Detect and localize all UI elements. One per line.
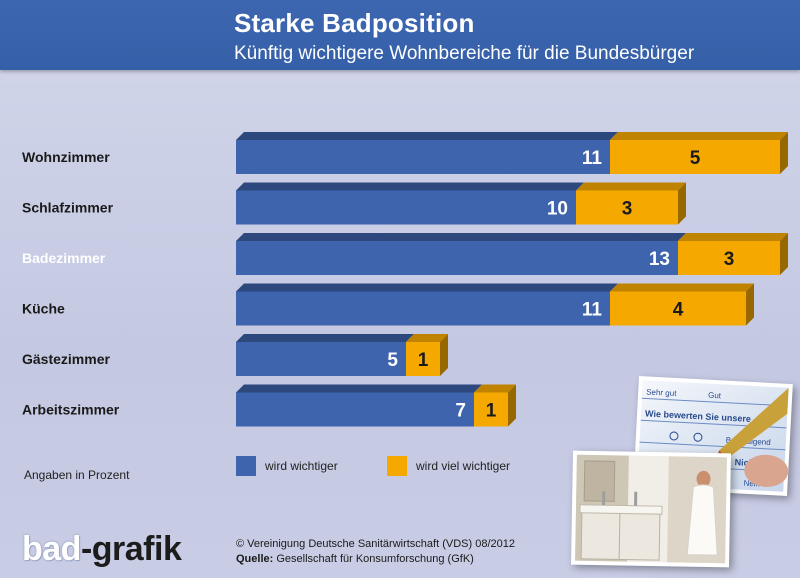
value-label-wird-viel-wichtiger: 1 — [418, 350, 429, 371]
bar-segment-wird-viel-wichtiger — [406, 342, 440, 376]
bar-segment-wird-viel-wichtiger — [474, 392, 508, 427]
bar-side-wird-viel-wichtiger — [746, 283, 754, 326]
legend-swatch-orange — [387, 456, 407, 476]
bar-top-wird-viel-wichtiger — [610, 132, 788, 140]
value-label-wird-wichtiger: 10 — [547, 199, 568, 220]
bar-top-wird-viel-wichtiger — [406, 334, 448, 342]
logo-part-grafik: -grafik — [80, 530, 182, 568]
questionnaire-text: Gut — [708, 391, 722, 401]
bar-top-wird-wichtiger — [236, 334, 414, 342]
category-label: Badezimmer — [22, 250, 106, 266]
value-label-wird-viel-wichtiger: 4 — [673, 300, 684, 321]
bar-top-wird-viel-wichtiger — [576, 182, 686, 191]
value-label-wird-wichtiger: 7 — [455, 401, 466, 422]
value-label-wird-viel-wichtiger: 1 — [486, 401, 497, 422]
bar-segment-wird-viel-wichtiger — [610, 140, 780, 174]
bar-segment-wird-wichtiger — [236, 291, 610, 326]
category-label: Wohnzimmer — [22, 149, 110, 165]
value-label-wird-wichtiger: 5 — [387, 350, 398, 371]
bar-top-wird-wichtiger — [236, 283, 618, 292]
source-value: Gesellschaft für Konsumforschung (GfK) — [276, 553, 474, 565]
vanity-cabinet-icon — [580, 510, 661, 561]
person-icon — [696, 470, 711, 487]
page-title: Starke Badposition — [234, 8, 475, 38]
bar-side-wird-viel-wichtiger — [780, 233, 788, 275]
value-label-wird-viel-wichtiger: 3 — [724, 249, 735, 270]
source-text: Quelle: Gesellschaft für Konsumforschung… — [236, 553, 474, 565]
bar-side-wird-viel-wichtiger — [780, 132, 788, 174]
legend-label: wird wichtiger — [265, 459, 338, 473]
source-label: Quelle: — [236, 553, 274, 565]
questionnaire-text: Nein — [743, 479, 760, 489]
bar-side-wird-viel-wichtiger — [678, 182, 686, 225]
bar-segment-wird-wichtiger — [236, 140, 610, 174]
unit-note: Angaben in Prozent — [24, 468, 130, 482]
value-label-wird-wichtiger: 11 — [582, 148, 603, 169]
bar-top-wird-wichtiger — [236, 233, 686, 241]
bar-top-wird-viel-wichtiger — [474, 384, 516, 393]
bar-side-wird-viel-wichtiger — [508, 384, 516, 427]
legend-item-wird-viel-wichtiger: wird viel wichtiger — [387, 456, 510, 476]
category-label: Küche — [22, 301, 65, 317]
hand-icon — [744, 454, 789, 487]
bathroom-photo — [571, 450, 731, 568]
bar-segment-wird-viel-wichtiger — [678, 241, 780, 275]
bar-segment-wird-wichtiger — [236, 190, 576, 225]
header-banner: Starke Badposition Künftig wichtigere Wo… — [0, 0, 800, 70]
legend-label: wird viel wichtiger — [416, 459, 511, 473]
category-label: Schlafzimmer — [22, 200, 114, 216]
value-label-wird-viel-wichtiger: 5 — [690, 148, 701, 169]
value-label-wird-wichtiger: 11 — [582, 300, 603, 321]
legend-item-wird-wichtiger: wird wichtiger — [236, 456, 338, 476]
bar-top-wird-wichtiger — [236, 132, 618, 140]
questionnaire-text: Sehr gut — [646, 387, 677, 398]
bar-segment-wird-viel-wichtiger — [610, 291, 746, 326]
bar-top-wird-wichtiger — [236, 384, 482, 393]
value-label-wird-wichtiger: 13 — [649, 249, 670, 270]
pen-icon — [719, 387, 789, 459]
legend-swatch-blue — [236, 456, 256, 476]
bar-segment-wird-viel-wichtiger — [576, 190, 678, 225]
category-label: Gästezimmer — [22, 351, 110, 367]
logo-part-bad: bad — [22, 530, 81, 568]
bar-side-wird-viel-wichtiger — [440, 334, 448, 376]
bar-segment-wird-wichtiger — [236, 342, 406, 376]
copyright-text: © Vereinigung Deutsche Sanitärwirtschaft… — [236, 538, 515, 550]
bar-segment-wird-wichtiger — [236, 392, 474, 427]
category-label: Arbeitszimmer — [22, 402, 120, 418]
bar-top-wird-viel-wichtiger — [678, 233, 788, 241]
value-label-wird-viel-wichtiger: 3 — [622, 199, 633, 220]
page-subtitle: Künftig wichtigere Wohnbereiche für die … — [234, 43, 695, 64]
bar-segment-wird-wichtiger — [236, 241, 678, 275]
bathroom-image — [575, 454, 727, 564]
bar-top-wird-viel-wichtiger — [610, 283, 754, 292]
bar-top-wird-wichtiger — [236, 182, 584, 191]
bad-grafik-logo: bad-grafik — [22, 530, 182, 568]
